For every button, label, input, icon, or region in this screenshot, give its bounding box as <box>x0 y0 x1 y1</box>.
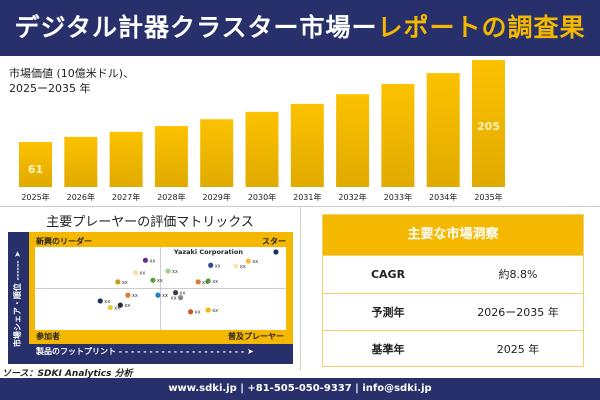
source-note: ソース：SDKI Analytics 分析 <box>2 369 133 379</box>
player-point <box>107 304 113 311</box>
bar-2029年 <box>200 119 234 187</box>
point-label: xx <box>149 258 155 264</box>
point-label: xx <box>162 293 168 299</box>
insights-title: 主要な市場洞察 <box>323 215 583 255</box>
point-label: xx <box>124 303 130 309</box>
point-label: xx <box>240 264 246 270</box>
player-point <box>172 290 179 296</box>
title-main: デジタル計器クラスター市場ー <box>14 13 378 42</box>
insight-row: CAGR 約8.8% <box>323 255 583 293</box>
bar-2034年 <box>426 73 460 187</box>
point-label: xx <box>212 279 218 285</box>
bar-2031年 <box>290 103 324 187</box>
insights-table: 主要な市場洞察 CAGR 約8.8% 予測年 2026ー2035 年 基準年 2025… <box>322 214 584 367</box>
player-point <box>115 279 121 285</box>
x-axis-text: 製品のフットプリント <box>36 347 116 356</box>
data-label: 205 <box>477 120 500 133</box>
bar-2026年 <box>64 136 98 187</box>
insight-key: 予測年 <box>371 305 405 319</box>
y-axis-label: 市場シェア・順位 ------ ➤ <box>13 250 22 348</box>
player-point <box>195 279 201 285</box>
insight-value: 2026ー2035 年 <box>477 305 559 319</box>
point-label: xx <box>195 310 201 316</box>
bar-2032年 <box>336 94 370 187</box>
player-point <box>205 307 211 313</box>
y-axis-text: 市場シェア・順位 <box>13 283 22 348</box>
insight-key: CAGR <box>370 267 406 281</box>
point-label: xx <box>172 269 178 275</box>
player-point <box>245 258 251 264</box>
player-point <box>125 292 131 298</box>
page-title: デジタル計器クラスター市場ーレポートの調査果 <box>0 0 600 56</box>
bar-2030年 <box>245 111 279 187</box>
x-tick-label: 2028年 <box>157 192 185 202</box>
player-point <box>273 249 279 255</box>
player-point <box>208 262 214 268</box>
player-point <box>165 268 171 274</box>
x-tick-label: 2026年 <box>67 192 95 202</box>
bar-2028年 <box>154 126 188 187</box>
point-label: xx <box>122 280 128 286</box>
x-tick-label: 2030年 <box>248 192 276 202</box>
point-label: xx <box>157 278 163 284</box>
point-label: xx <box>104 299 110 305</box>
point-label: xx <box>252 259 258 265</box>
divider <box>300 206 301 370</box>
x-tick-label: 2029年 <box>203 192 231 202</box>
x-tick-label: 2031年 <box>293 192 321 202</box>
quadrant-bottom-right: 普及プレーヤー <box>228 332 284 341</box>
player-point <box>132 270 138 276</box>
x-tick-label: 2032年 <box>338 192 366 202</box>
x-tick-label: 2035年 <box>474 192 502 202</box>
point-label: xx <box>171 296 177 302</box>
player-point <box>233 263 239 269</box>
chart-title-line1: 市場価値 (10億米ドル)、 <box>9 67 135 80</box>
bar-2033年 <box>381 83 415 187</box>
footer-contact: www.sdki.jp | +81-505-050-9337 | info@sd… <box>0 378 600 400</box>
quadrant-bottom-left: 参加者 <box>36 332 60 341</box>
player-point <box>142 257 149 263</box>
x-tick-label: 2034年 <box>429 192 457 202</box>
insight-row: 基準年 2025 年 <box>323 330 583 368</box>
matrix-title: 主要プレーヤーの評価マトリックス <box>46 215 254 230</box>
point-label: xx <box>212 308 218 314</box>
point-label: xx <box>139 271 145 277</box>
title-accent: レポートの調査果 <box>377 13 586 42</box>
x-axis-label: 製品のフットプリント - - - - - - - - - - - - - - -… <box>36 347 254 356</box>
player-point <box>155 292 161 298</box>
x-tick-label: 2025年 <box>21 192 49 202</box>
insight-key: 基準年 <box>371 343 405 357</box>
player-point <box>188 309 194 315</box>
insight-row: 予測年 2026ー2035 年 <box>323 292 583 331</box>
insight-value: 約8.8% <box>498 268 538 282</box>
data-label: 61 <box>28 163 43 176</box>
insight-value: 2025 年 <box>496 343 540 357</box>
point-label: xx <box>202 280 208 286</box>
highlight-label: Yazaki Corporation <box>173 248 243 256</box>
point-label: xx <box>215 263 221 269</box>
player-point <box>205 278 211 284</box>
player-point <box>177 295 184 301</box>
point-label: xx <box>114 306 120 312</box>
point-label: xx <box>132 293 138 299</box>
chart-title: 市場価値 (10億米ドル)、 2025ー2035 年 <box>9 66 134 96</box>
player-point <box>97 298 103 304</box>
bar-2025年 <box>19 142 52 187</box>
bar-2027年 <box>109 131 143 187</box>
bar-chart: 2025年 61 2026年 2027年 2028年 2029年 2030年 2031年 203… <box>19 60 505 202</box>
quadrant-top-right: スター <box>262 237 286 246</box>
player-point <box>117 302 123 308</box>
x-tick-label: 2027年 <box>112 192 140 202</box>
player-point <box>150 277 156 283</box>
bar-2035年 <box>472 60 505 187</box>
chart-title-line2: 2025ー2035 年 <box>9 82 91 95</box>
quadrant-top-left: 新興のリーダー <box>36 237 92 246</box>
x-tick-label: 2033年 <box>384 192 412 202</box>
point-label: xx <box>180 291 186 297</box>
